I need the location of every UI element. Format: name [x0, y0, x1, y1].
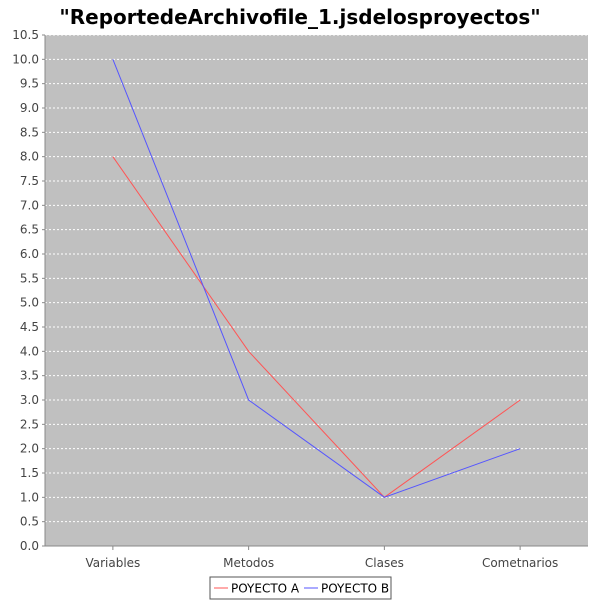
legend-item-label: POYECTO A [231, 582, 300, 596]
y-tick-label: 4.5 [20, 320, 39, 334]
y-tick-label: 1.5 [20, 466, 39, 480]
y-tick-label: 9.5 [20, 77, 39, 91]
x-tick-label: Clases [365, 556, 404, 570]
y-tick-label: 1.0 [20, 490, 39, 504]
y-tick-label: 6.0 [20, 247, 39, 261]
y-axis-ticks: 0.0 0.5 1.0 1.5 2.0 2.5 3.0 3.5 4.0 4.5 5.0 5.5 6.0 6… [12, 28, 45, 553]
legend-item-label: POYECTO B [321, 582, 389, 596]
y-tick-label: 2.0 [20, 442, 39, 456]
x-axis-ticks: Variables Metodos Clases Cometnarios [85, 546, 558, 570]
y-tick-label: 0.0 [20, 539, 39, 553]
y-tick-label: 3.0 [20, 393, 39, 407]
y-tick-label: 8.0 [20, 150, 39, 164]
axes [44, 35, 588, 547]
y-tick-label: 5.0 [20, 296, 39, 310]
y-tick-label: 7.5 [20, 174, 39, 188]
y-tick-label: 7.0 [20, 198, 39, 212]
y-tick-label: 8.5 [20, 125, 39, 139]
plot-area [45, 35, 588, 546]
y-tick-label: 4.0 [20, 344, 39, 358]
y-tick-label: 10.5 [12, 28, 39, 42]
x-tick-label: Metodos [223, 556, 274, 570]
y-tick-label: 5.5 [20, 271, 39, 285]
chart-title: "ReportedeArchivofile_1.jsdelosproyectos… [59, 5, 540, 29]
series-line-poyecto-a [112, 156, 521, 498]
series-line-poyecto-b [112, 59, 521, 498]
series-lines [112, 59, 521, 498]
y-tick-label: 2.5 [20, 417, 39, 431]
x-tick-label: Variables [85, 556, 140, 570]
y-tick-label: 3.5 [20, 369, 39, 383]
y-tick-label: 6.5 [20, 223, 39, 237]
y-tick-label: 9.0 [20, 101, 39, 115]
plot-background [45, 35, 588, 546]
gridlines [45, 34, 588, 523]
legend-box [209, 576, 392, 600]
y-tick-label: 10.0 [12, 52, 39, 66]
y-tick-label: 0.5 [20, 515, 39, 529]
legend: POYECTO A POYECTO B [209, 576, 392, 600]
x-tick-label: Cometnarios [482, 556, 558, 570]
